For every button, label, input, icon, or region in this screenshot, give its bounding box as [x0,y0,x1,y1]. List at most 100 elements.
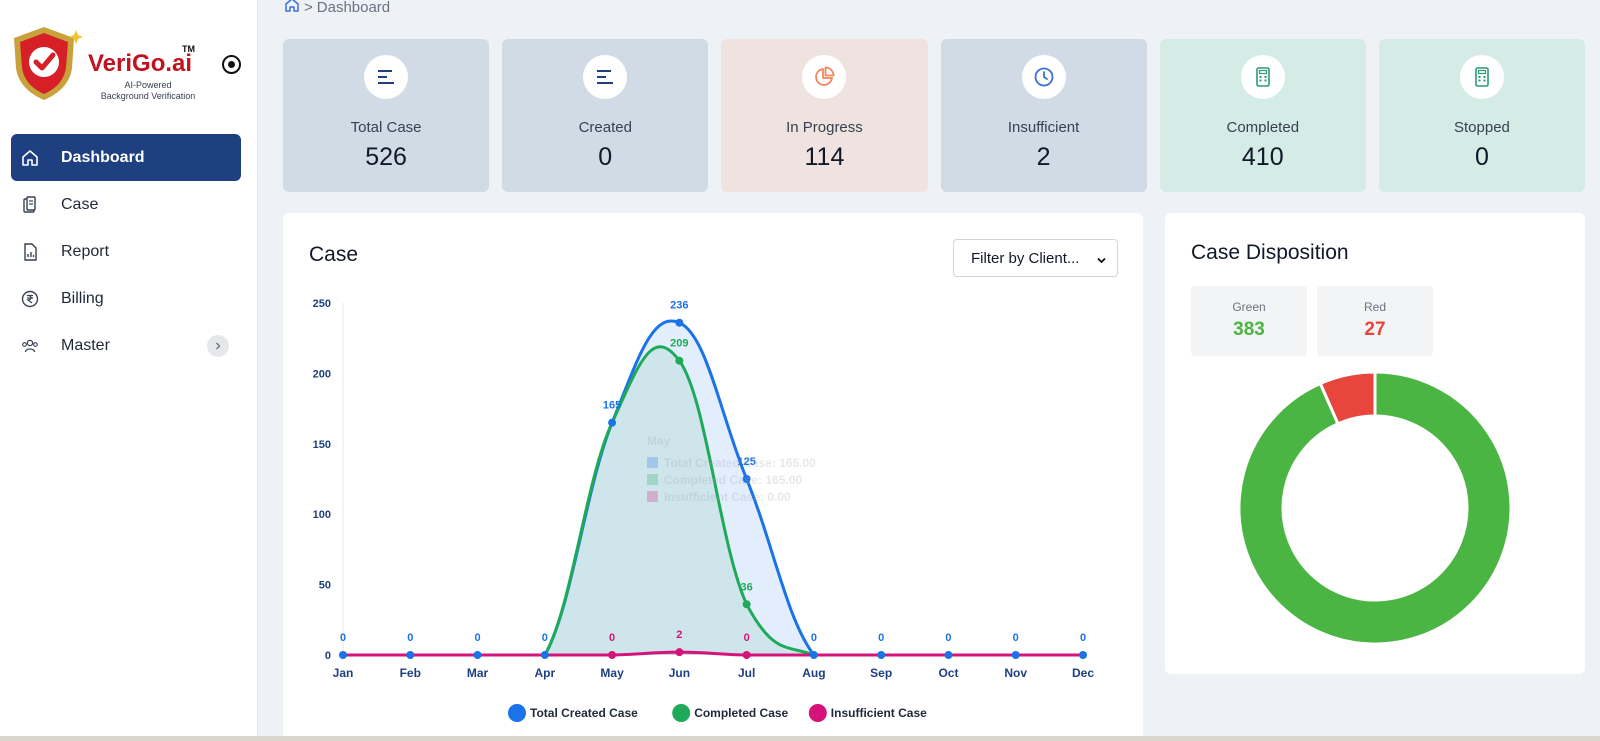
x-tick-label: Nov [1004,666,1027,680]
data-point [675,318,684,327]
users-icon [21,337,39,355]
green-count-box: Green 383 [1191,286,1307,356]
y-tick-label: 50 [319,580,331,592]
legend-swatch [808,704,827,722]
sidebar-item-label: Dashboard [61,148,145,166]
clipboard-icon [21,195,39,214]
list-icon [583,55,628,99]
legend-label: Insufficient Case [831,706,927,720]
y-tick-label: 100 [313,509,331,521]
series-area [343,346,1083,655]
donut-slice-green [1237,370,1513,646]
stat-card-label: Insufficient [1007,119,1080,136]
sidebar-item-master[interactable]: Master [11,322,241,369]
data-point [809,651,818,659]
report-icon [21,242,39,261]
data-point [944,651,953,659]
stat-card-completed[interactable]: Completed 410 [1159,39,1366,192]
client-filter-select[interactable]: Filter by Client... [953,239,1118,277]
red-label: Red [1363,300,1386,314]
stat-card-in-progress[interactable]: In Progress 114 [721,39,928,192]
tooltip-title: May [647,434,671,448]
sidebar-item-label: Report [61,242,110,260]
home-icon [21,149,39,167]
data-label: 125 [737,456,755,468]
brand-logo[interactable]: VeriGo.ai TM AI-Powered Background Verif… [10,24,210,104]
list-icon [364,55,409,99]
donut-slice-red [1318,370,1377,426]
x-tick-label: Aug [802,666,825,680]
sidebar-toggle[interactable] [222,55,241,74]
x-tick-label: Oct [938,666,958,680]
brand-tagline-line2: Background Verification [100,91,196,101]
stat-card-value: 2 [1036,143,1051,171]
stat-card-stopped[interactable]: Stopped 0 [1378,39,1586,192]
data-label: 0 [542,632,548,644]
stat-card-label: Completed [1226,119,1300,136]
sidebar-item-billing[interactable]: Billing [11,275,241,322]
stat-card-insufficient[interactable]: Insufficient 2 [940,39,1147,192]
y-tick-label: 0 [325,650,331,662]
data-label: 0 [1080,632,1086,644]
tooltip-row: Total Created Case: 165.00 [664,456,816,470]
data-point [339,651,347,659]
y-tick-label: 200 [313,368,331,380]
x-tick-label: Jun [669,666,690,680]
stat-card-label: Stopped [1454,119,1510,136]
stat-card-value: 114 [804,143,845,171]
green-label: Green [1232,300,1266,314]
sidebar-item-report[interactable]: Report [11,228,241,275]
series-area [343,320,1083,655]
stat-card-created[interactable]: Created 0 [502,39,709,192]
data-point [473,651,482,659]
tooltip-swatch [647,491,658,502]
home-icon[interactable] [284,0,300,17]
data-label: 165 [603,400,621,412]
rupee-icon [21,290,39,308]
sidebar-nav: Dashboard Case Report Billing Master [11,134,241,369]
data-point [675,356,684,365]
chevron-right-icon[interactable] [207,334,229,357]
data-label: 0 [407,632,413,644]
x-tick-label: Sep [870,666,892,680]
case-chart-panel: 0 50 100 150 200 250 Jan Feb Mar Apr May Jun Jul Aug S… [283,213,1143,741]
x-tick-label: Jan [333,666,354,680]
data-label: 36 [741,581,753,593]
breadcrumb: > Dashboard [284,0,390,17]
data-point [1011,651,1020,659]
legend-swatch [508,704,526,722]
shield-logo-icon [14,27,82,100]
stat-card-total-case[interactable]: Total Case 526 [283,39,490,192]
sidebar-item-case[interactable]: Case [11,181,241,228]
brand-tagline-line1: AI-Powered [124,80,172,90]
green-value: 383 [1233,319,1265,340]
tooltip-swatch [647,474,658,485]
data-point [742,600,751,609]
data-point [406,651,415,659]
data-label: 0 [878,632,884,644]
chevron-down-icon [1096,253,1107,270]
calculator-icon [1240,55,1285,99]
pie-icon [802,55,847,99]
legend-label: Completed Case [694,706,788,720]
disposition-donut-chart[interactable] [1235,368,1515,648]
data-point [608,651,617,659]
stat-card-label: Created [578,119,632,136]
brand-tagline: AI-Powered Background Verification [88,80,208,102]
data-point [540,651,549,659]
sidebar-item-dashboard[interactable]: Dashboard [11,134,241,181]
data-point [877,651,886,659]
breadcrumb-separator: > [304,0,313,16]
calculator-icon [1459,55,1504,99]
x-tick-label: Feb [400,666,421,680]
data-label: 0 [744,632,750,644]
stat-card-label: In Progress [786,119,863,136]
stat-card-value: 526 [365,143,407,171]
client-filter-label: Filter by Client... [971,249,1080,267]
breadcrumb-current: Dashboard [316,0,391,16]
data-label: 0 [609,632,615,644]
sidebar-item-label: Billing [61,289,104,307]
sidebar-item-label: Master [61,336,110,354]
data-point [608,418,617,427]
